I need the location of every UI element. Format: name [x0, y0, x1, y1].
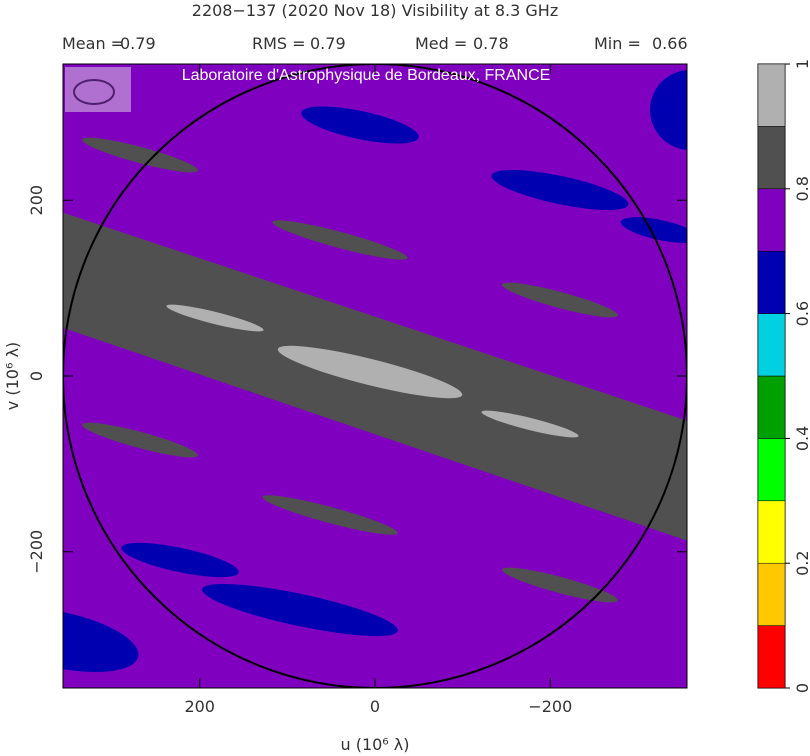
y-tick-label: 0: [27, 371, 46, 381]
map-region: [121, 542, 239, 578]
stat-value: 0.78: [473, 34, 509, 53]
y-tick-label: −200: [27, 530, 46, 574]
stat-value: 0.66: [652, 34, 688, 53]
colorbar-tick-label: 0.8: [793, 176, 810, 201]
map-region: [502, 282, 618, 318]
colorbar-segment: [757, 63, 786, 127]
map-region: [502, 567, 618, 603]
map-region: [202, 583, 398, 637]
map-region: [481, 410, 579, 438]
colorbar-segment: [757, 625, 786, 689]
colorbar-segment: [757, 313, 786, 377]
colorbar-tick-label: 1: [793, 59, 810, 69]
map-region: [82, 422, 198, 458]
y-tick-label: 200: [27, 185, 46, 216]
map-region: [272, 220, 408, 260]
stat-label: Mean =: [62, 34, 124, 53]
stat-label: Med =: [415, 34, 467, 53]
x-tick-label: 0: [370, 697, 380, 716]
map-region: [262, 495, 398, 535]
y-axis-label: v (10⁶ λ): [3, 342, 22, 410]
map-region: [620, 217, 687, 243]
colorbar-segment: [757, 438, 786, 502]
stat-label: RMS =: [252, 34, 306, 53]
chart-title: 2208−137 (2020 Nov 18) Visibility at 8.3…: [192, 1, 558, 20]
colorbar-segment: [757, 375, 786, 439]
colorbar-tick-label: 0.4: [793, 426, 810, 451]
map-region: [301, 106, 419, 144]
logo: [65, 67, 131, 112]
colorbar-segment: [757, 188, 786, 252]
stat-value: 0.79: [120, 34, 156, 53]
colorbar-segment: [757, 250, 786, 314]
map-region: [82, 137, 198, 173]
map-region: [491, 170, 629, 210]
map-region: [166, 304, 264, 332]
colorbar-tick-label: 0.2: [793, 550, 810, 575]
x-tick-label: −200: [528, 697, 572, 716]
watermark: Laboratoire d'Astrophysique de Bordeaux,…: [182, 67, 551, 84]
stat-label: Min =: [594, 34, 641, 53]
stat-value: 0.79: [310, 34, 346, 53]
map-region: [277, 345, 463, 399]
colorbar-segment: [757, 500, 786, 564]
map-region: [63, 607, 139, 673]
colorbar-segment: [757, 126, 786, 190]
map-region: [650, 70, 687, 150]
colorbar-tick-label: 0.6: [793, 301, 810, 326]
x-axis-label: u (10⁶ λ): [340, 735, 409, 754]
colorbar-tick-label: 0: [793, 683, 810, 693]
colorbar-segment: [757, 562, 786, 626]
x-tick-label: 200: [184, 697, 215, 716]
map: [63, 64, 687, 688]
